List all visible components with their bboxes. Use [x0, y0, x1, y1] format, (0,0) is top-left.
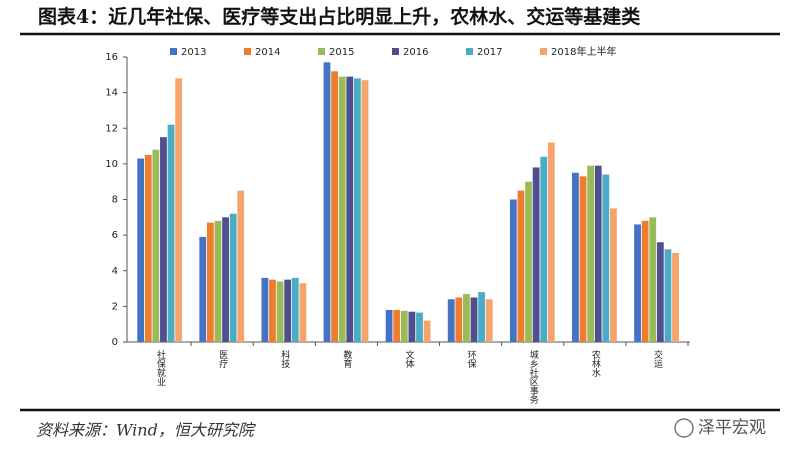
legend-label: 2015	[329, 47, 354, 58]
legend-label: 2013	[181, 47, 206, 58]
source-note: 资料来源：Wind，恒大研究院	[36, 421, 257, 440]
y-tick-label: 14	[105, 88, 118, 99]
x-tick-label: 文体	[404, 349, 415, 369]
bar	[649, 217, 657, 342]
y-tick-label: 6	[112, 230, 118, 241]
bar	[532, 167, 540, 342]
bar	[455, 297, 463, 342]
bar	[463, 293, 470, 342]
bar	[385, 309, 393, 342]
y-tick-label: 4	[112, 266, 118, 277]
legend-label: 2017	[477, 47, 502, 58]
x-tick-label: 社保就业	[155, 349, 166, 386]
bar	[291, 277, 299, 342]
watermark: 泽平宏观	[698, 418, 766, 438]
bar	[416, 312, 423, 342]
bar	[525, 181, 532, 342]
bar	[594, 165, 602, 342]
legend-swatch	[244, 48, 251, 55]
bar	[276, 281, 284, 342]
bar	[323, 62, 331, 342]
y-tick-label: 2	[112, 301, 118, 312]
legend-swatch	[540, 48, 547, 55]
legend-swatch	[170, 48, 177, 55]
bar	[346, 76, 354, 342]
bar	[579, 176, 587, 342]
bar	[572, 172, 579, 342]
bar	[602, 174, 610, 342]
bar	[167, 124, 175, 342]
bar	[393, 309, 401, 342]
bar	[199, 236, 207, 342]
bar	[331, 71, 338, 342]
bar	[664, 249, 672, 342]
bar	[214, 220, 222, 342]
bar	[137, 158, 145, 342]
x-tick-label: 教育	[341, 349, 352, 369]
bar	[540, 156, 548, 342]
bar	[672, 252, 679, 342]
bar	[353, 78, 361, 342]
chart-title: 图表4：近几年社保、医疗等支出占比明显上升，农林水、交运等基建类	[38, 5, 640, 28]
bar	[408, 311, 416, 342]
bar	[144, 154, 152, 342]
bar	[284, 279, 292, 342]
x-tick-label: 环保	[466, 350, 477, 369]
legend-label: 2014	[255, 47, 280, 58]
bar	[447, 299, 455, 342]
bar	[237, 190, 245, 342]
bar	[152, 149, 160, 342]
bar	[509, 199, 517, 342]
x-tick-label: 农林水	[590, 349, 601, 377]
y-tick-label: 16	[105, 52, 118, 63]
y-tick-label: 0	[112, 337, 118, 348]
bar	[485, 299, 493, 342]
bar	[160, 137, 167, 342]
bar	[641, 220, 649, 342]
x-tick-label: 科技	[279, 349, 290, 369]
bar	[470, 297, 478, 342]
bar	[206, 222, 214, 342]
bar	[299, 283, 307, 342]
bar	[361, 80, 369, 342]
bar	[610, 208, 617, 342]
bar	[547, 142, 555, 342]
x-tick-label: 交运	[652, 349, 663, 369]
watermark-icon	[674, 418, 694, 438]
bar	[229, 213, 237, 342]
y-tick-label: 10	[105, 159, 118, 170]
bar	[175, 78, 183, 342]
bar	[656, 242, 664, 342]
bar	[400, 310, 408, 342]
bar	[478, 292, 486, 342]
legend-swatch	[392, 48, 399, 55]
legend-swatch	[466, 48, 473, 55]
y-tick-label: 8	[112, 195, 118, 206]
x-tick-label: 医疗	[217, 350, 228, 369]
bar	[338, 76, 346, 342]
bar	[587, 165, 595, 342]
legend-swatch	[318, 48, 325, 55]
bar	[634, 224, 641, 342]
legend-label: 2016	[403, 47, 428, 58]
bar	[517, 190, 525, 342]
bar	[423, 320, 431, 342]
legend-label: 2018年上半年	[551, 45, 616, 58]
x-tick-label: 城乡社区事务	[528, 350, 539, 405]
bar	[261, 277, 269, 342]
y-tick-label: 12	[105, 123, 118, 134]
bar	[222, 217, 229, 342]
bar	[269, 279, 276, 342]
